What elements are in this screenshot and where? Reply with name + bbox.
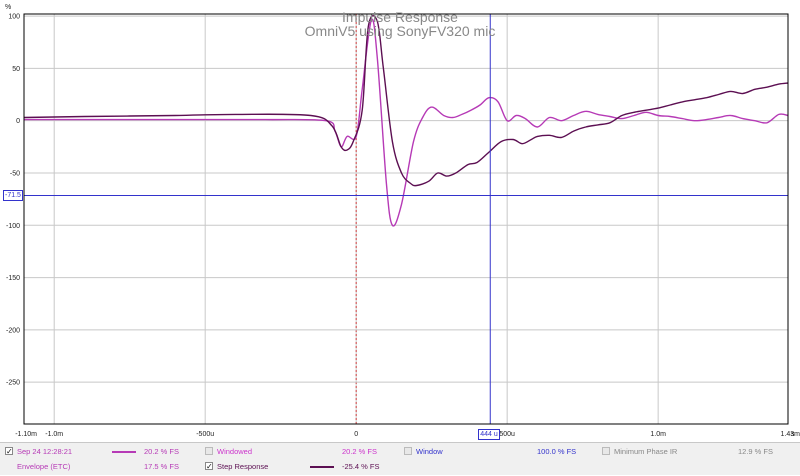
chart-subtitle: OmniV5 using SonyFV320 mic [305,23,496,39]
y-tick-labels: 100 50 0 -50 -100 -150 -200 -250 [6,14,20,387]
x-tick-label: -1.10m [15,431,37,438]
legend-label-envelope: Envelope (ETC) [17,462,71,471]
checkbox-minimum-phase[interactable] [602,447,610,455]
y-cursor-readout: -71.5 [3,190,23,202]
y-tick-label: 50 [12,66,20,73]
legend-value-minimum-phase: 12.9 % FS [738,447,774,456]
impulse-response-chart[interactable]: 100 50 0 -50 -100 -150 -200 -250 -1.10m -1.0m -50… [0,0,800,442]
horizontal-gridlines [24,15,788,383]
legend-value-window: 100.0 % FS [537,447,577,456]
x-tick-labels: -1.10m -1.0m -500u 0 500u 1.0m 1.43m [15,431,800,438]
y-tick-label: 0 [16,118,20,125]
x-tick-label: 1.0m [650,431,666,438]
series-line-measurement [24,18,789,227]
cursor-layer[interactable] [24,14,788,424]
legend-value-step-response: -25.4 % FS [342,462,380,471]
legend-label-window: Window [416,447,443,456]
x-tick-label: 500u [499,431,515,438]
x-tick-label: 1.43m [781,431,800,438]
x-tick-label: 0 [354,431,358,438]
y-tick-label: 100 [8,14,20,21]
legend-swatch-measurement [112,451,136,453]
checkbox-measurement[interactable]: ✓ [5,447,13,456]
legend-label-windowed: Windowed [217,447,253,456]
y-tick-label: -50 [10,170,20,177]
legend-row-2: Envelope (ETC) 17.5 % FS ✓ Step Response… [0,460,800,476]
series-layer [23,15,789,227]
plot-border [23,13,789,425]
y-tick-label: -100 [6,223,20,230]
y-tick-label: -200 [6,327,20,334]
legend-value-measurement: 20.2 % FS [144,447,180,456]
x-tick-label: -500u [196,431,214,438]
y-unit-label: % [5,4,11,11]
x-unit-label: s [791,431,795,438]
legend-label-minimum-phase: Minimum Phase IR [614,447,678,456]
plot-area[interactable] [24,14,788,424]
checkbox-window[interactable] [404,447,412,455]
legend-value-envelope: 17.5 % FS [144,462,180,471]
checkbox-step-response[interactable]: ✓ [205,462,213,471]
x-cursor-readout: 444 u [478,429,500,440]
legend-swatch-step-response [310,466,334,468]
y-tick-label: -250 [6,380,20,387]
y-tick-label: -150 [6,275,20,282]
chart-title: Impulse Response [342,9,458,25]
legend-label-measurement: Sep 24 12:28:21 [17,447,73,456]
legend-value-windowed: 20.2 % FS [342,447,378,456]
x-tick-label: -1.0m [45,431,63,438]
legend-panel: ✓ Sep 24 12:28:21 20.2 % FS Windowed 20.… [0,442,800,475]
legend-label-step-response: Step Response [217,462,269,471]
legend-row-1: ✓ Sep 24 12:28:21 20.2 % FS Windowed 20.… [0,445,800,461]
vertical-gridlines [53,14,659,424]
checkbox-windowed[interactable] [205,447,213,455]
series-line-step-response [23,15,789,187]
